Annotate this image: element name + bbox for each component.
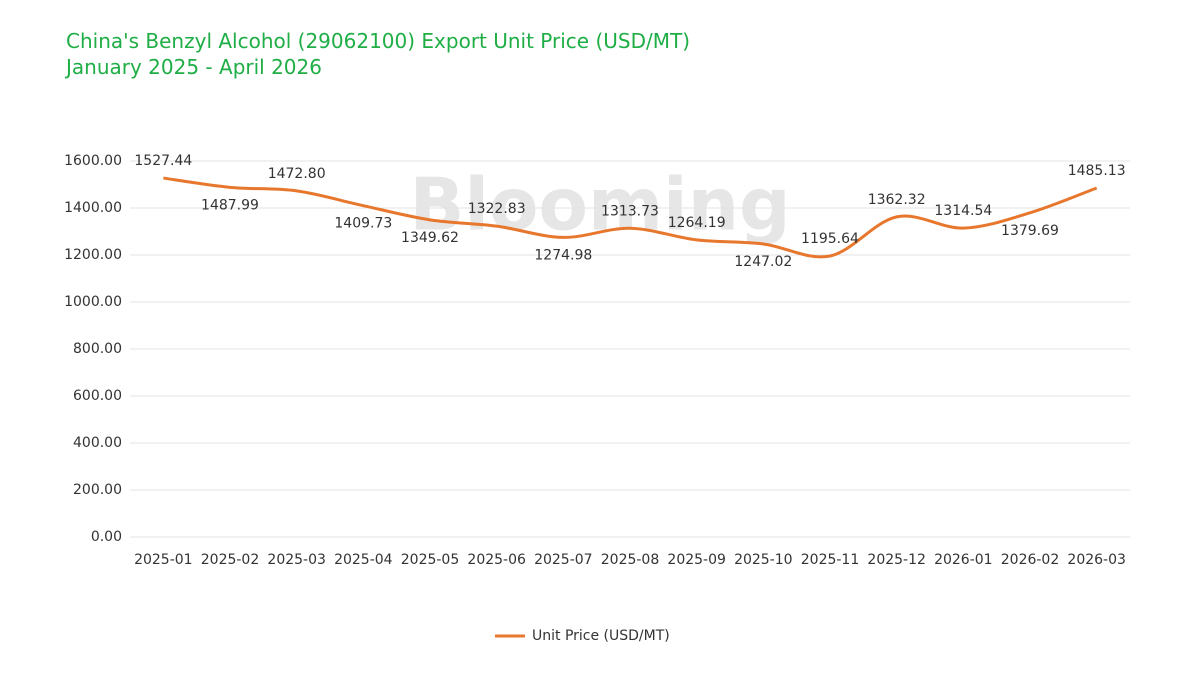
x-tick-label: 2026-02 xyxy=(1001,552,1060,568)
data-label: 1379.69 xyxy=(1001,223,1059,239)
x-tick-label: 2025-05 xyxy=(401,552,460,568)
y-tick-label: 1400.00 xyxy=(64,200,122,216)
x-tick-label: 2025-09 xyxy=(667,552,726,568)
x-tick-label: 2025-02 xyxy=(201,552,260,568)
data-label: 1349.62 xyxy=(401,230,459,246)
chart-title: China's Benzyl Alcohol (29062100) Export… xyxy=(66,29,690,53)
data-line xyxy=(163,176,1098,259)
x-tick-label: 2025-04 xyxy=(334,552,393,568)
legend-label: Unit Price (USD/MT) xyxy=(532,628,670,644)
watermark: Blooming xyxy=(410,163,791,247)
data-label: 1314.54 xyxy=(934,203,992,219)
chart-subtitle: January 2025 - April 2026 xyxy=(64,55,322,79)
data-label: 1485.13 xyxy=(1068,163,1126,179)
data-label: 1274.98 xyxy=(534,247,592,263)
x-tick-label: 2025-12 xyxy=(867,552,926,568)
data-label: 1264.19 xyxy=(668,215,726,231)
data-label: 1247.02 xyxy=(734,254,792,270)
y-tick-label: 600.00 xyxy=(73,388,122,404)
data-label: 1322.83 xyxy=(468,201,526,217)
y-tick-label: 1200.00 xyxy=(64,247,122,263)
data-label: 1362.32 xyxy=(868,192,926,208)
y-tick-label: 800.00 xyxy=(73,341,122,357)
data-label: 1409.73 xyxy=(334,216,392,232)
x-tick-label: 2025-11 xyxy=(801,552,860,568)
x-tick-label: 2025-06 xyxy=(467,552,526,568)
x-tick-label: 2026-03 xyxy=(1067,552,1126,568)
x-tick-label: 2025-08 xyxy=(601,552,660,568)
data-label: 1527.44 xyxy=(134,153,192,169)
y-tick-label: 1600.00 xyxy=(64,153,122,169)
x-tick-label: 2025-03 xyxy=(267,552,326,568)
y-tick-label: 200.00 xyxy=(73,482,122,498)
x-tick-label: 2025-10 xyxy=(734,552,793,568)
x-tick-label: 2025-07 xyxy=(534,552,593,568)
data-label: 1313.73 xyxy=(601,203,659,219)
y-tick-label: 400.00 xyxy=(73,435,122,451)
data-label: 1487.99 xyxy=(201,197,259,213)
x-tick-label: 2025-01 xyxy=(134,552,193,568)
y-tick-label: 1000.00 xyxy=(64,294,122,310)
y-tick-label: 0.00 xyxy=(91,529,122,545)
x-tick-label: 2026-01 xyxy=(934,552,993,568)
data-label: 1472.80 xyxy=(268,166,326,182)
data-label: 1195.64 xyxy=(801,231,859,247)
